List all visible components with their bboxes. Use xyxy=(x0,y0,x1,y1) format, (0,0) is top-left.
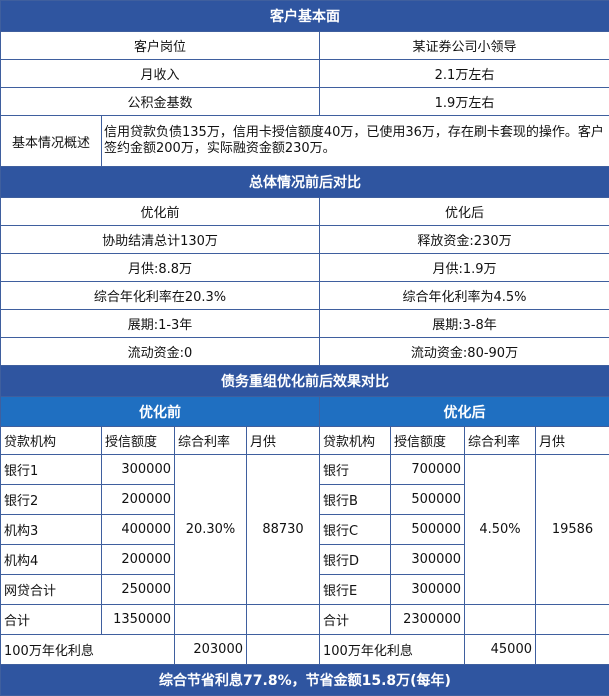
col-header: 贷款机构 xyxy=(320,427,391,455)
section-title-debt: 债务重组优化前后效果对比 xyxy=(1,366,609,397)
label-position: 客户岗位 xyxy=(1,32,320,60)
before-lender: 网贷合计 xyxy=(1,575,102,605)
value-income: 2.1万左右 xyxy=(320,60,609,88)
col-header: 贷款机构 xyxy=(1,427,102,455)
after-amount: 500000 xyxy=(391,485,465,515)
before-total-label: 合计 xyxy=(1,605,102,635)
after-amount: 300000 xyxy=(391,545,465,575)
before-amount: 300000 xyxy=(102,455,175,485)
before-lender: 银行2 xyxy=(1,485,102,515)
col-header: 综合利率 xyxy=(465,427,536,455)
before-amount: 400000 xyxy=(102,515,175,545)
after-lender: 银行B xyxy=(320,485,391,515)
after-lender: 银行C xyxy=(320,515,391,545)
value-fund-base: 1.9万左右 xyxy=(320,88,609,116)
overall-before-header: 优化前 xyxy=(1,198,320,226)
after-total: 2300000 xyxy=(391,605,465,635)
before-rate: 20.30% xyxy=(175,455,247,605)
before-amount: 200000 xyxy=(102,545,175,575)
section-title-basic: 客户基本面 xyxy=(1,1,609,32)
label-summary: 基本情况概述 xyxy=(1,116,102,167)
col-header: 月供 xyxy=(536,427,609,455)
after-lender: 银行D xyxy=(320,545,391,575)
summary-text: 信用贷款负债135万，信用卡授信额度40万，已使用36万，存在刷卡套现的操作。客… xyxy=(102,116,609,167)
before-interest: 203000 xyxy=(175,635,247,665)
after-interest: 45000 xyxy=(465,635,536,665)
before-lender: 银行1 xyxy=(1,455,102,485)
before-lender: 机构3 xyxy=(1,515,102,545)
overall-before-cell: 月供:8.8万 xyxy=(1,254,320,282)
after-amount: 500000 xyxy=(391,515,465,545)
after-monthly: 19586 xyxy=(536,455,609,605)
overall-after-cell: 月供:1.9万 xyxy=(320,254,609,282)
after-total-label: 合计 xyxy=(320,605,391,635)
after-lender: 银行 xyxy=(320,455,391,485)
after-lender: 银行E xyxy=(320,575,391,605)
after-amount: 300000 xyxy=(391,575,465,605)
debt-before-header: 优化前 xyxy=(1,397,320,427)
value-position: 某证券公司小领导 xyxy=(320,32,609,60)
before-amount: 250000 xyxy=(102,575,175,605)
before-monthly: 88730 xyxy=(247,455,320,605)
after-interest-label: 100万年化利息 xyxy=(320,635,465,665)
overall-after-cell: 流动资金:80-90万 xyxy=(320,338,609,366)
label-income: 月收入 xyxy=(1,60,320,88)
overall-before-cell: 流动资金:0 xyxy=(1,338,320,366)
section-title-overall: 总体情况前后对比 xyxy=(1,167,609,198)
before-interest-label: 100万年化利息 xyxy=(1,635,175,665)
col-header: 月供 xyxy=(247,427,320,455)
before-lender: 机构4 xyxy=(1,545,102,575)
overall-before-cell: 综合年化利率在20.3% xyxy=(1,282,320,310)
label-fund-base: 公积金基数 xyxy=(1,88,320,116)
overall-after-cell: 综合年化利率为4.5% xyxy=(320,282,609,310)
after-amount: 700000 xyxy=(391,455,465,485)
overall-after-cell: 释放资金:230万 xyxy=(320,226,609,254)
savings-footer: 综合节省利息77.8%，节省金额15.8万(每年) xyxy=(1,665,609,696)
overall-before-cell: 展期:1-3年 xyxy=(1,310,320,338)
col-header: 授信额度 xyxy=(391,427,465,455)
after-rate: 4.50% xyxy=(465,455,536,605)
overall-after-header: 优化后 xyxy=(320,198,609,226)
before-amount: 200000 xyxy=(102,485,175,515)
before-total: 1350000 xyxy=(102,605,175,635)
overall-before-cell: 协助结清总计130万 xyxy=(1,226,320,254)
debt-after-header: 优化后 xyxy=(320,397,609,427)
overall-after-cell: 展期:3-8年 xyxy=(320,310,609,338)
col-header: 授信额度 xyxy=(102,427,175,455)
col-header: 综合利率 xyxy=(175,427,247,455)
